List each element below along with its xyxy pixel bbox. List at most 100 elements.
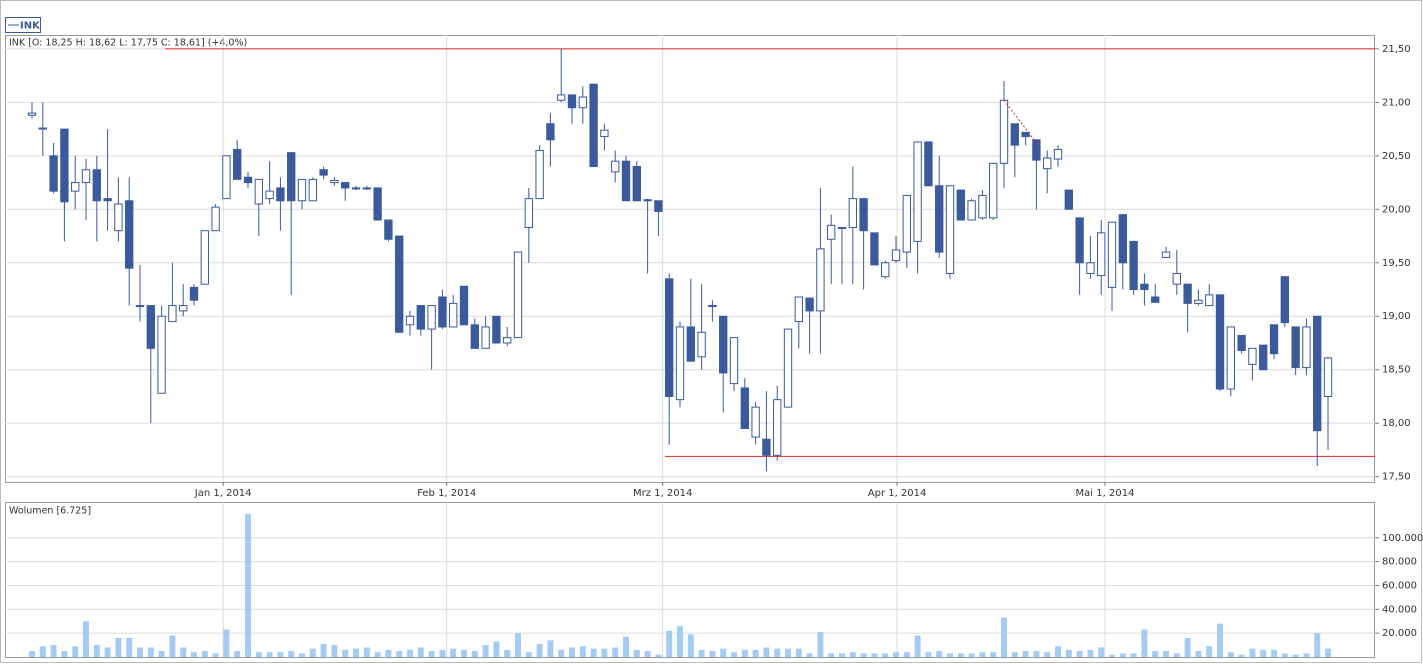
candle-body	[395, 235, 404, 333]
candle-body	[38, 127, 47, 130]
volume-bar	[741, 649, 748, 657]
volume-bar	[342, 649, 349, 657]
y-tick-label: 21,00	[1382, 97, 1411, 108]
volume-bar	[515, 633, 521, 657]
candle-body	[708, 305, 717, 308]
volume-bar	[1141, 629, 1148, 657]
candle-body	[935, 185, 944, 253]
candle-body	[362, 187, 371, 190]
x-tick-label: Apr 1, 2014	[868, 488, 927, 499]
candle-body	[1323, 357, 1333, 397]
volume-bar	[180, 647, 187, 657]
candle-body	[1280, 276, 1289, 324]
volume-bar	[720, 648, 727, 657]
candle-body	[783, 328, 793, 408]
volume-panel	[5, 502, 1375, 658]
volume-bar	[137, 647, 143, 657]
volume-bar	[93, 645, 100, 657]
candle-body	[870, 232, 879, 266]
volume-bar	[936, 651, 943, 657]
volume-bar	[612, 647, 619, 657]
candle-body	[524, 198, 533, 228]
volume-bar	[1303, 653, 1310, 657]
volume-bar	[536, 643, 543, 657]
candle-body	[157, 315, 166, 394]
volume-bar	[1087, 649, 1094, 657]
volume-bar	[1163, 651, 1169, 657]
volume-bar	[666, 630, 673, 657]
volume-bar	[1173, 653, 1180, 657]
candle-body	[675, 326, 685, 401]
volume-bar	[1001, 617, 1007, 657]
candle-body	[956, 189, 965, 221]
y-tick-label: 60.000	[1382, 580, 1417, 591]
volume-bar	[947, 653, 953, 657]
volume-bar	[1184, 637, 1191, 657]
volume-bar	[396, 651, 403, 657]
candle-body	[751, 406, 760, 438]
candle-body	[1161, 251, 1171, 258]
candle-body	[146, 305, 155, 349]
candle-body	[1248, 347, 1257, 365]
y-tick-label: 80.000	[1382, 557, 1417, 568]
volume-bar	[525, 652, 532, 657]
candle-body	[1302, 326, 1311, 369]
volume-bar	[1206, 646, 1213, 657]
volume-bar	[1044, 652, 1051, 657]
volume-bar	[104, 647, 111, 657]
volume-bar	[882, 653, 889, 657]
y-tick-label: 100.000	[1382, 533, 1423, 544]
candle-body	[600, 129, 609, 138]
candle-body	[1259, 344, 1268, 371]
candle-body	[1118, 214, 1127, 264]
candle-body	[837, 226, 847, 230]
candle-body	[945, 185, 955, 274]
volume-bar	[839, 653, 845, 657]
volume-bar	[288, 651, 295, 657]
candle-body	[773, 399, 782, 456]
volume-bar	[353, 648, 359, 657]
volume-bar	[147, 647, 154, 657]
candle-body	[621, 160, 631, 202]
volume-bar	[374, 652, 381, 657]
y-tick-label: 17,50	[1382, 472, 1411, 483]
candle-body	[989, 162, 998, 219]
candle-body	[902, 194, 911, 253]
volume-bar	[1109, 654, 1115, 657]
candle-body	[1086, 262, 1095, 274]
volume-bar	[871, 653, 878, 657]
candle-body	[81, 169, 91, 184]
candle-body	[1097, 232, 1106, 277]
candle-body	[135, 305, 145, 308]
volume-bar	[1098, 647, 1105, 657]
legend-box	[5, 17, 41, 33]
volume-bar	[428, 651, 435, 657]
volume-bar	[439, 649, 446, 657]
trend-line	[1003, 99, 1037, 144]
candle-body	[794, 296, 803, 323]
x-tick-label: Jan 1, 2014	[194, 488, 252, 499]
volume-bar	[677, 626, 683, 657]
volume-bar	[925, 652, 932, 657]
volume-bar	[558, 649, 565, 657]
candle-body	[697, 331, 706, 358]
volume-bar	[817, 631, 824, 657]
y-tick-label: 18,00	[1382, 418, 1411, 429]
volume-bar	[245, 513, 251, 657]
candle-body	[459, 285, 469, 326]
y-tick-label: 18,50	[1382, 365, 1411, 376]
volume-bar	[1314, 633, 1321, 657]
candle-body	[373, 187, 382, 221]
candle-body	[881, 262, 890, 278]
candle-body	[341, 182, 350, 189]
candle-body	[384, 219, 393, 240]
volume-bar	[266, 652, 273, 657]
candle-body	[125, 200, 134, 269]
volume-bar	[212, 653, 219, 657]
volume-bar	[1217, 623, 1223, 657]
volume-bar	[1325, 648, 1331, 657]
candle-body	[103, 198, 112, 202]
volume-bar	[1281, 653, 1288, 657]
candle-body	[211, 206, 220, 232]
candle-body	[405, 315, 415, 326]
